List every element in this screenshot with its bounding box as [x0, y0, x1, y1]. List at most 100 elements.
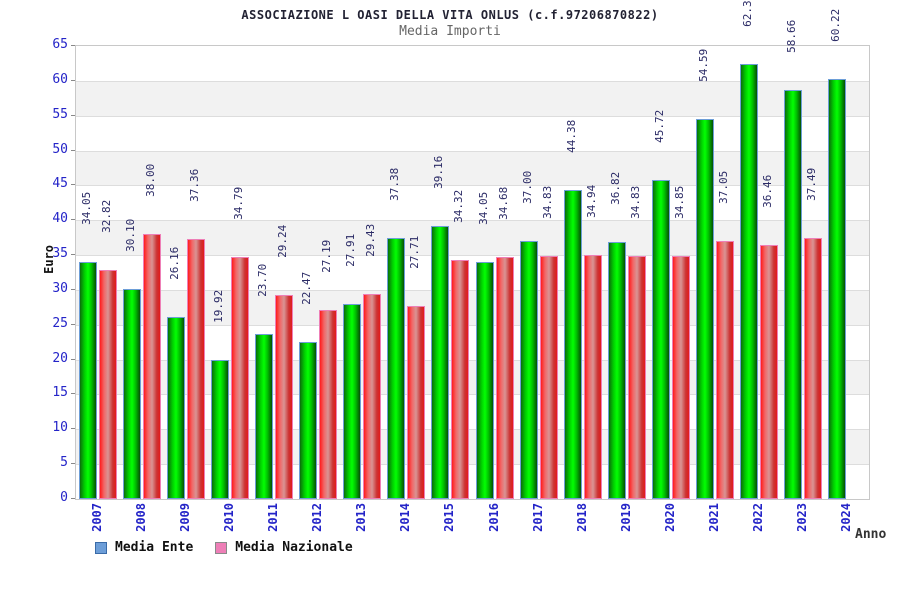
bar-value-label: 60.22	[829, 9, 842, 43]
bar-media-nazionale-2011	[275, 295, 293, 499]
bar-value-label: 36.82	[609, 172, 622, 206]
x-tick-label-2011: 2011	[266, 503, 280, 532]
x-tick-label-2007: 2007	[90, 503, 104, 532]
bar-value-label: 34.83	[541, 186, 554, 220]
legend-item: Media Nazionale	[215, 540, 353, 555]
x-tick-label-2023: 2023	[795, 503, 809, 532]
x-tick-label-2013: 2013	[354, 503, 368, 532]
bar-value-label: 29.24	[276, 224, 289, 259]
bar-value-label: 62.38	[741, 0, 754, 28]
bar-media-nazionale-2021	[716, 241, 734, 499]
bar-media-nazionale-2010	[231, 257, 249, 499]
bar-media-ente-2014	[387, 238, 405, 499]
y-tick-mark	[71, 254, 75, 256]
x-tick-label-2012: 2012	[310, 503, 324, 532]
bar-media-ente-2023	[784, 90, 802, 499]
bar-media-ente-2016	[476, 262, 494, 499]
legend-label: Media Ente	[115, 540, 194, 555]
plot-area	[75, 45, 870, 500]
x-tick-label-2022: 2022	[751, 503, 765, 532]
bar-value-label: 23.70	[256, 263, 269, 297]
legend-item: Media Ente	[95, 540, 193, 555]
grid-band	[76, 115, 869, 151]
y-tick-label: 55	[52, 106, 68, 122]
y-tick-label: 5	[60, 455, 68, 471]
bar-value-label: 34.68	[497, 187, 510, 221]
bar-value-label: 34.05	[477, 191, 490, 225]
y-tick-mark	[71, 498, 75, 499]
y-tick-mark	[71, 45, 75, 46]
bar-value-label: 36.46	[761, 174, 774, 208]
bar-media-nazionale-2020	[672, 256, 690, 499]
bar-value-label: 27.91	[344, 234, 357, 268]
bar-value-label: 34.83	[629, 186, 642, 220]
bar-media-nazionale-2022	[760, 245, 778, 499]
chart-title: ASSOCIAZIONE L OASI DELLA VITA ONLUS (c.…	[241, 8, 659, 22]
bar-media-nazionale-2018	[584, 255, 602, 499]
grid-band	[76, 394, 869, 430]
x-tick-label-2020: 2020	[663, 503, 677, 532]
bar-media-ente-2011	[255, 334, 273, 499]
y-tick-mark	[71, 463, 75, 465]
y-tick-label: 50	[52, 141, 68, 157]
chart-subtitle: Media Importi	[399, 24, 501, 39]
y-tick-label: 25	[52, 315, 68, 331]
y-tick-label: 30	[52, 280, 68, 296]
bar-media-nazionale-2012	[319, 310, 337, 499]
x-tick-label-2019: 2019	[619, 503, 633, 532]
bar-value-label: 54.59	[697, 48, 710, 82]
x-axis-title: Anno	[855, 527, 887, 542]
bar-value-label: 38.00	[144, 163, 157, 198]
bar-value-label: 37.49	[805, 167, 818, 201]
bar-media-nazionale-2015	[451, 260, 469, 499]
y-tick-mark	[71, 149, 75, 151]
y-tick-mark	[71, 393, 75, 395]
bar-media-nazionale-2008	[143, 234, 161, 499]
y-tick-label: 10	[52, 420, 68, 436]
bar-value-label: 34.32	[452, 189, 465, 223]
bar-value-label: 45.72	[653, 110, 666, 144]
bar-value-label: 27.71	[408, 235, 421, 269]
bar-media-ente-2007	[79, 262, 97, 499]
y-tick-mark	[71, 358, 75, 360]
y-tick-mark	[71, 323, 75, 325]
bar-media-ente-2018	[564, 190, 582, 499]
bar-value-label: 58.66	[785, 19, 798, 54]
x-tick-label-2015: 2015	[442, 503, 456, 532]
bar-value-label: 32.82	[100, 200, 113, 234]
grid-band	[76, 150, 869, 186]
bar-value-label: 37.36	[188, 168, 201, 202]
grid-band	[76, 220, 869, 256]
grid-band	[76, 289, 869, 325]
bar-media-nazionale-2016	[496, 257, 514, 499]
bar-value-label: 34.79	[232, 186, 245, 220]
grid-band	[76, 185, 869, 221]
y-tick-mark	[71, 79, 75, 81]
y-tick-mark	[71, 184, 75, 186]
grid-band	[76, 46, 869, 81]
bar-value-label: 30.10	[124, 218, 137, 253]
bar-value-label: 19.92	[212, 289, 225, 324]
bar-value-label: 37.05	[717, 170, 730, 204]
x-tick-label-2021: 2021	[707, 503, 721, 532]
bar-value-label: 29.43	[364, 223, 377, 257]
bar-media-nazionale-2013	[363, 294, 381, 499]
grid-band	[76, 324, 869, 360]
y-tick-mark	[71, 219, 75, 221]
bar-media-nazionale-2009	[187, 239, 205, 499]
bar-value-label: 22.47	[300, 272, 313, 306]
bar-media-ente-2012	[299, 342, 317, 499]
bar-media-nazionale-2023	[804, 238, 822, 499]
grid-band	[76, 359, 869, 395]
y-tick-mark	[71, 114, 75, 116]
bar-value-label: 37.38	[388, 168, 401, 202]
legend-swatch-icon	[95, 541, 107, 554]
bar-media-ente-2009	[167, 317, 185, 499]
x-tick-label-2010: 2010	[222, 503, 236, 532]
bar-media-nazionale-2007	[99, 270, 117, 499]
y-tick-mark	[71, 288, 75, 290]
y-tick-label: 65	[52, 37, 68, 52]
bar-value-label: 34.94	[585, 185, 598, 219]
bar-media-nazionale-2014	[407, 306, 425, 499]
